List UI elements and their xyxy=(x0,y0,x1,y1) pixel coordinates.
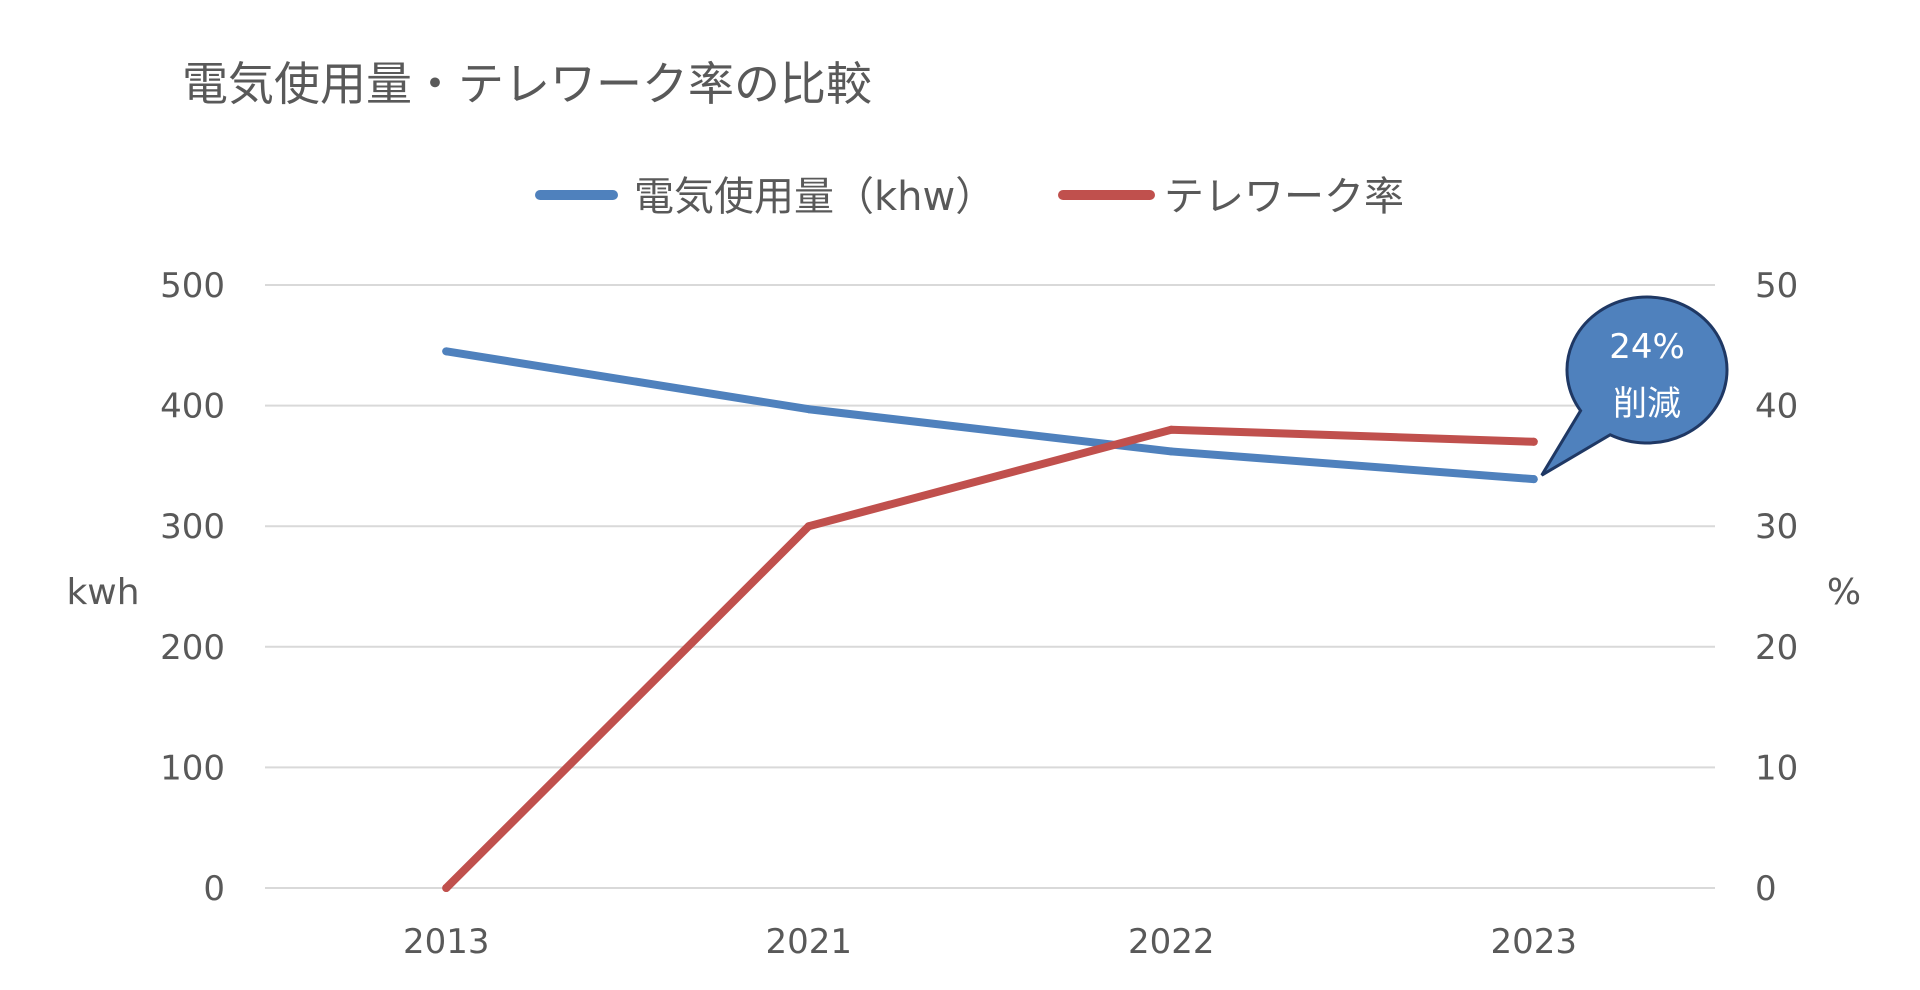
legend: 電気使用量（khw） テレワーク率 xyxy=(535,174,1404,220)
right-axis-ticks: 0 10 20 30 40 50 xyxy=(1755,266,1798,909)
right-tick-label: 0 xyxy=(1755,869,1777,909)
left-tick-label: 0 xyxy=(203,869,225,909)
legend-item-electricity: 電気使用量（khw） xyxy=(535,174,995,220)
data-point xyxy=(442,884,451,892)
right-tick-label: 40 xyxy=(1755,387,1798,427)
left-tick-label: 500 xyxy=(160,266,225,306)
left-tick-label: 400 xyxy=(160,387,225,427)
data-point xyxy=(1529,437,1538,446)
legend-label-electricity: 電気使用量（khw） xyxy=(634,174,995,220)
data-point xyxy=(804,522,813,531)
left-tick-label: 300 xyxy=(160,507,225,547)
series-lines xyxy=(442,347,1538,892)
x-tick-label: 2023 xyxy=(1490,922,1577,962)
legend-label-telework: テレワーク率 xyxy=(1164,174,1404,220)
callout-text-percent: 24% xyxy=(1609,327,1685,367)
x-axis-ticks: 2013 2021 2022 2023 xyxy=(403,922,1577,962)
right-tick-label: 20 xyxy=(1755,628,1798,668)
data-point xyxy=(804,405,813,414)
right-axis-title: % xyxy=(1827,572,1861,613)
left-axis-ticks: 0 100 200 300 400 500 xyxy=(160,266,225,909)
x-tick-label: 2021 xyxy=(765,922,852,962)
left-tick-label: 200 xyxy=(160,628,225,668)
left-axis-title: kwh xyxy=(66,572,139,613)
legend-item-telework: テレワーク率 xyxy=(1058,174,1404,220)
gridlines xyxy=(265,284,1715,889)
left-tick-label: 100 xyxy=(160,748,225,788)
x-tick-label: 2013 xyxy=(403,922,490,962)
chart-title: 電気使用量・テレワーク率の比較 xyxy=(182,57,872,111)
annotation-callout: 24% 削減 xyxy=(1540,295,1729,477)
right-tick-label: 30 xyxy=(1755,507,1798,547)
right-tick-label: 50 xyxy=(1755,266,1798,306)
callout-bubble xyxy=(1540,295,1729,477)
data-point xyxy=(1167,447,1176,456)
x-tick-label: 2022 xyxy=(1128,922,1215,962)
callout-text-reduction: 削減 xyxy=(1613,384,1681,424)
data-point xyxy=(1167,425,1176,434)
data-point xyxy=(1529,475,1538,484)
series-line-1 xyxy=(442,425,1538,892)
right-tick-label: 10 xyxy=(1755,748,1798,788)
data-point xyxy=(442,347,451,356)
series-line-0 xyxy=(442,347,1538,484)
